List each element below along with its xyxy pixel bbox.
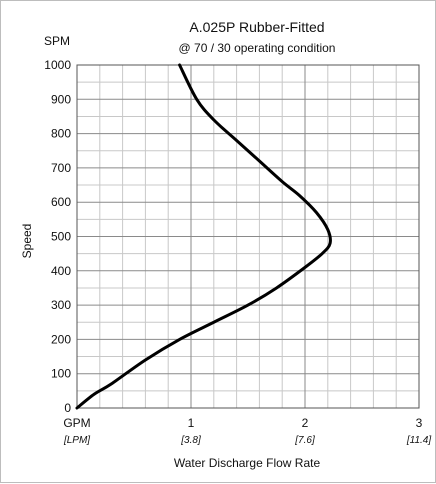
- y-axis-unit: SPM: [44, 34, 70, 48]
- chart-subtitle: @ 70 / 30 operating condition: [179, 41, 336, 55]
- series-layer: [75, 63, 332, 410]
- x-tick-labels: GPM [LPM] 1 [3.8] 2 [7.6] 3 [11.4]: [63, 416, 431, 446]
- chart-title: A.025P Rubber-Fitted: [189, 19, 324, 35]
- y-tick-label: 700: [51, 161, 71, 175]
- y-tick-label: 800: [51, 127, 71, 141]
- x-axis-label: Water Discharge Flow Rate: [174, 456, 321, 470]
- y-tick-label: 900: [51, 92, 71, 106]
- grid-minor: [77, 65, 419, 408]
- x-tick-label: GPM: [63, 416, 90, 430]
- y-tick-labels: 0 100 200 300 400 500 600 700 800 900 1000: [44, 58, 71, 415]
- x-tick-sublabel: [LPM]: [63, 435, 90, 446]
- plot-area-border: [76, 64, 420, 409]
- y-tick-label: 200: [51, 332, 71, 346]
- y-tick-label: 0: [64, 401, 71, 415]
- y-tick-label: 1000: [44, 58, 71, 72]
- x-tick-label: 2: [302, 416, 309, 430]
- grid-major: [77, 65, 419, 408]
- x-tick-label: 1: [188, 416, 195, 430]
- y-tick-label: 600: [51, 195, 71, 209]
- y-tick-label: 100: [51, 367, 71, 381]
- x-tick-sublabel: [11.4]: [406, 435, 431, 446]
- y-tick-label: 300: [51, 298, 71, 312]
- y-tick-label: 500: [51, 230, 71, 244]
- y-axis-label: Speed: [20, 224, 34, 259]
- x-tick-label: 3: [416, 416, 423, 430]
- x-tick-sublabel: [7.6]: [294, 435, 315, 446]
- series-line: [75, 63, 332, 410]
- x-tick-sublabel: [3.8]: [180, 435, 201, 446]
- y-tick-label: 400: [51, 264, 71, 278]
